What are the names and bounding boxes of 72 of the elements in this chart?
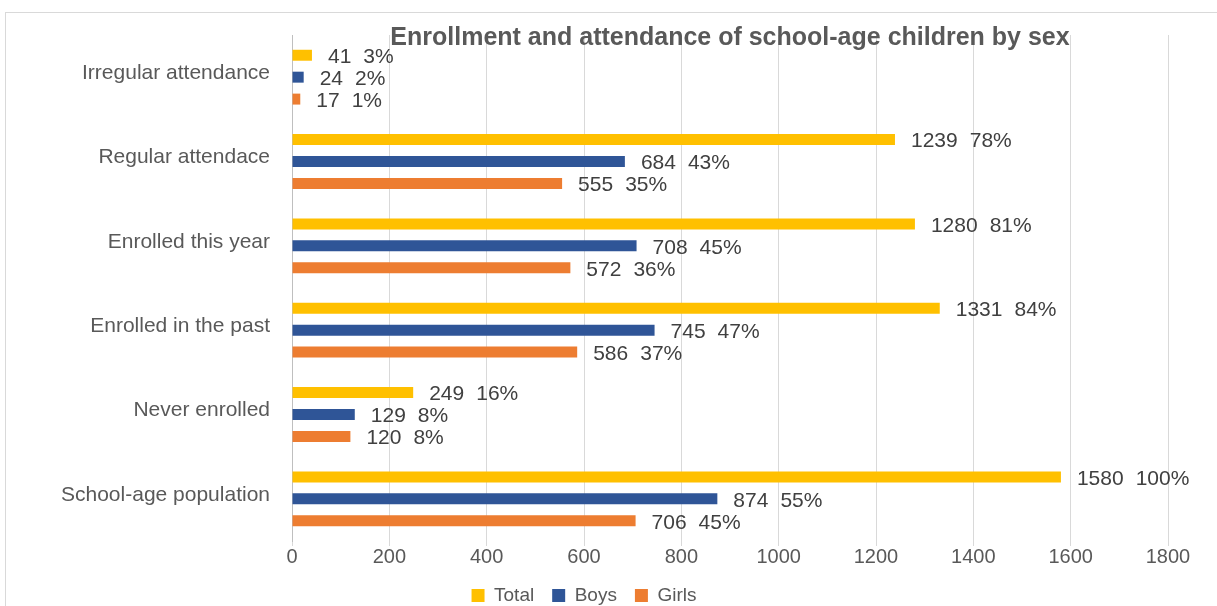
annotation: 1% [351, 87, 382, 111]
x-tick-label: 800 [664, 544, 699, 567]
annotation: 16% [476, 381, 519, 405]
x-tick-label: 0 [286, 544, 298, 567]
data-label: 24 [319, 65, 344, 89]
annotation: 8% [413, 425, 444, 449]
data-label: 129 [370, 403, 406, 427]
bar [292, 156, 625, 167]
bar [292, 430, 351, 442]
annotation: 55% [780, 487, 823, 511]
y-tick-label: Enrolled in the past [90, 312, 271, 336]
data-label: 17 [316, 87, 340, 111]
annotation: 100% [1135, 465, 1190, 489]
annotation: 45% [698, 509, 741, 533]
data-label: 1239 [910, 128, 958, 152]
annotation: 43% [687, 150, 730, 174]
x-tick-label: 600 [567, 544, 601, 567]
bar [292, 324, 655, 336]
legend-label: Total [494, 583, 535, 605]
x-tick-label: 1200 [853, 544, 899, 567]
bar [292, 493, 718, 505]
bar [292, 134, 895, 146]
annotation: 36% [633, 256, 676, 280]
y-tick-label: Regular attendace [98, 144, 270, 168]
x-tick-label: 1600 [1048, 544, 1093, 567]
data-label: 249 [429, 381, 465, 405]
x-tick-label: 1000 [756, 544, 801, 567]
legend-label: Boys [574, 583, 617, 605]
bar [292, 262, 571, 274]
x-tick-label: 400 [469, 544, 504, 567]
annotation: 37% [640, 340, 683, 364]
annotation: 35% [625, 172, 668, 196]
bar [292, 346, 578, 358]
data-label: 572 [586, 256, 622, 280]
data-label: 555 [578, 172, 614, 196]
data-label: 1280 [930, 212, 978, 236]
x-tick-label: 1800 [1145, 544, 1191, 567]
y-tick-label: School-age population [61, 481, 270, 505]
data-label: 1580 [1076, 465, 1124, 489]
data-label: 745 [670, 318, 706, 342]
bar [292, 471, 1061, 483]
annotation: 81% [989, 212, 1032, 236]
bar [292, 387, 414, 399]
bar [292, 218, 915, 230]
data-label: 120 [366, 425, 402, 449]
bar [292, 302, 940, 314]
x-tick-label: 1400 [951, 544, 996, 567]
annotation: 78% [969, 128, 1012, 152]
x-tick-label: 200 [372, 544, 407, 567]
data-label: 41 [327, 44, 352, 68]
bar [292, 71, 304, 83]
annotation: 45% [699, 234, 742, 258]
y-tick-label: Never enrolled [133, 397, 270, 421]
bar [292, 49, 312, 61]
bar [292, 409, 355, 420]
bar [292, 93, 301, 105]
data-label: 706 [651, 509, 687, 533]
data-label: 586 [593, 340, 629, 364]
annotation: 84% [1014, 297, 1057, 321]
y-tick-label: Enrolled this year [107, 228, 270, 252]
annotation: 2% [355, 65, 386, 89]
legend-label: Girls [657, 583, 697, 605]
data-label: 874 [733, 487, 769, 511]
data-label: 708 [652, 234, 688, 258]
bar [292, 177, 563, 189]
data-label: 1331 [955, 297, 1003, 321]
data-label: 684 [640, 150, 677, 174]
y-tick-label: Irregular attendance [82, 59, 270, 83]
annotation: 8% [417, 403, 449, 427]
bar [292, 515, 636, 527]
bar [292, 240, 637, 252]
annotation: 47% [717, 318, 760, 342]
